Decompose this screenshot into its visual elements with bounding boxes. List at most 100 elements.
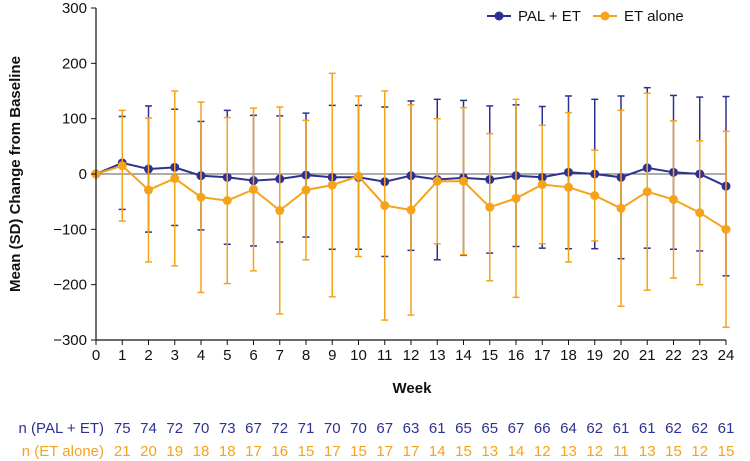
data-point [459,176,468,186]
n-value: 62 [665,420,682,437]
data-point [380,201,390,211]
x-tick-label: 7 [276,347,284,364]
y-tick-label: 100 [62,111,87,128]
data-point [590,191,600,201]
n-value: 15 [718,443,735,460]
data-point [196,192,206,202]
data-point [170,173,180,183]
n-value: 62 [691,420,708,437]
x-tick-label: 18 [560,347,577,364]
x-tick-label: 16 [508,347,525,364]
n-value: 13 [481,443,498,460]
n-value: 71 [298,420,315,437]
y-tick-label: 300 [62,0,87,17]
n-row-label: n (PAL + ET) [19,420,104,437]
series-et-alone [91,72,731,329]
data-point [669,194,678,204]
x-tick-label: 14 [455,347,472,364]
y-tick-label: 0 [79,166,87,183]
n-value: 17 [403,443,420,460]
y-tick-label: −300 [53,332,87,349]
legend-swatch-marker [494,11,504,21]
data-point [485,202,495,212]
n-value: 72 [271,420,288,437]
x-tick-label: 1 [118,347,126,364]
data-point [249,184,258,194]
x-tick-label: 2 [144,347,152,364]
data-point [117,161,127,171]
n-value: 15 [298,443,315,460]
n-value: 65 [455,420,472,437]
n-value: 67 [508,420,525,437]
x-tick-label: 23 [691,347,708,364]
n-value: 14 [508,443,525,460]
data-point [222,196,232,206]
x-tick-label: 24 [718,347,735,364]
x-tick-label: 11 [377,347,393,364]
n-value: 61 [429,420,446,437]
n-value: 74 [140,420,157,437]
n-value: 70 [193,420,210,437]
n-value: 12 [534,443,551,460]
n-value: 73 [219,420,236,437]
data-point [354,171,363,181]
x-tick-label: 6 [249,347,257,364]
x-tick-label: 8 [302,347,310,364]
x-tick-label: 5 [223,347,231,364]
n-value: 70 [324,420,341,437]
n-value: 67 [376,420,393,437]
x-tick-label: 22 [665,347,682,364]
n-value: 61 [613,420,630,437]
n-value: 67 [245,420,262,437]
x-tick-label: 21 [639,347,656,364]
n-value: 18 [219,443,236,460]
data-point [616,203,626,213]
n-value: 15 [455,443,472,460]
data-point [511,193,521,203]
n-value: 18 [193,443,210,460]
n-value: 17 [324,443,341,460]
series-layer [91,72,731,329]
x-tick-label: 12 [403,347,420,364]
n-value: 17 [376,443,393,460]
data-point [301,185,311,195]
data-point [721,224,731,234]
n-value: 12 [586,443,603,460]
n-table: n (PAL + ET) 75 74 72 70 73 67 72 71 70 70 67 63 61 65… [19,420,735,460]
data-point [275,206,285,216]
n-value: 15 [350,443,367,460]
x-tick-label: 17 [534,347,551,364]
y-tick-label: 200 [62,55,87,72]
y-tick-label: −100 [53,221,87,238]
legend-label: PAL + ET [518,8,581,25]
n-value: 17 [245,443,262,460]
data-point [432,176,442,186]
x-axis-label: Week [393,380,433,397]
n-value: 11 [613,443,629,460]
n-value: 19 [166,443,183,460]
n-value: 12 [691,443,708,460]
legend-swatch-marker [600,11,610,21]
data-point [695,208,705,218]
n-value: 75 [114,420,131,437]
data-point [537,180,547,190]
n-value: 20 [140,443,157,460]
n-value: 63 [403,420,420,437]
x-tick-label: 20 [613,347,630,364]
x-tick-label: 13 [429,347,446,364]
y-tick-label: −200 [53,277,87,294]
n-value: 61 [718,420,735,437]
n-value: 72 [166,420,183,437]
n-value: 14 [429,443,446,460]
n-value: 65 [481,420,498,437]
legend-label: ET alone [624,8,684,25]
n-value: 66 [534,420,551,437]
x-tick-label: 10 [350,347,367,364]
n-value: 21 [114,443,131,460]
n-value: 13 [560,443,577,460]
x-tick-label: 19 [586,347,603,364]
n-value: 62 [586,420,603,437]
data-point [406,205,416,215]
